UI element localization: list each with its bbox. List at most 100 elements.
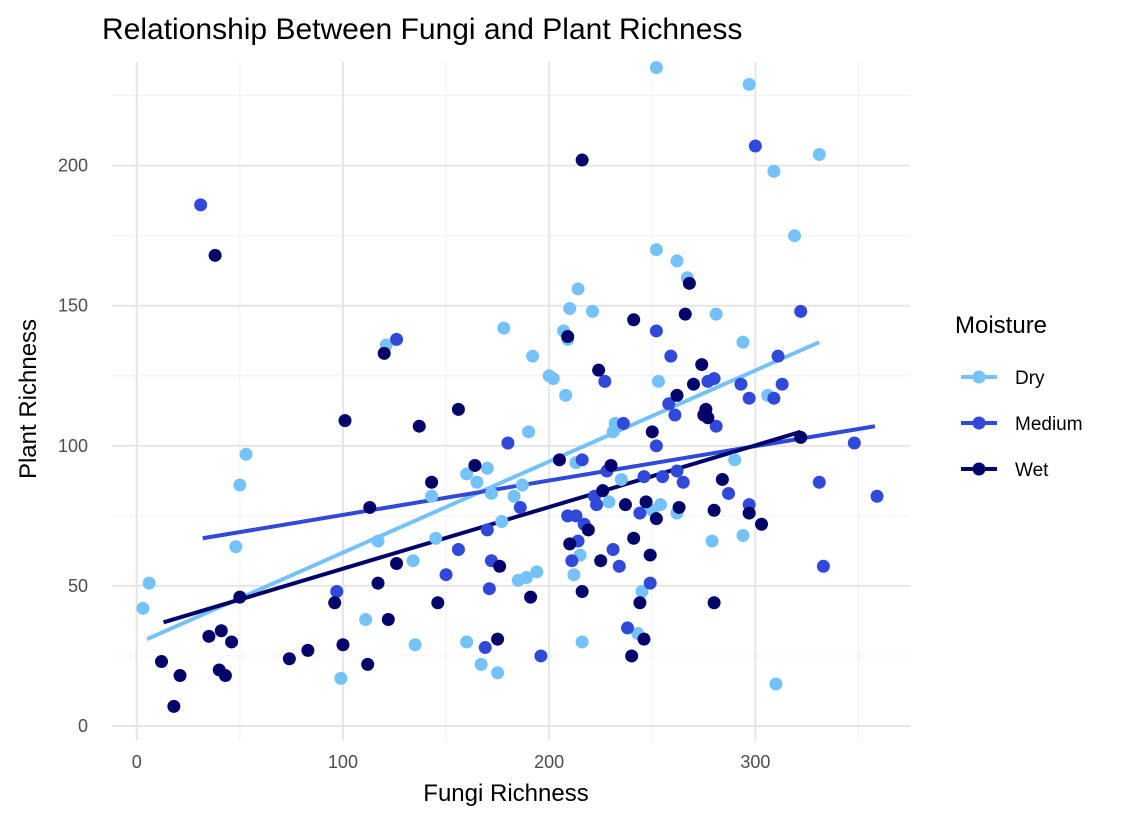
legend: Moisture Dry Medium Wet	[955, 312, 1083, 481]
data-point	[649, 243, 663, 257]
data-point	[338, 414, 352, 428]
legend-item-dry: Dry	[961, 368, 1045, 389]
data-point	[229, 540, 243, 554]
data-point	[707, 503, 721, 517]
data-point	[491, 666, 505, 680]
data-point	[563, 537, 577, 551]
data-point	[651, 374, 665, 388]
data-point	[649, 439, 663, 453]
y-tick-label: 100	[58, 436, 88, 456]
data-point	[594, 554, 608, 568]
data-point	[575, 635, 589, 649]
data-point	[425, 489, 439, 503]
data-point	[214, 624, 228, 638]
data-point	[142, 576, 156, 590]
data-point	[377, 346, 391, 360]
data-point	[425, 475, 439, 489]
data-point	[678, 307, 692, 321]
legend-label: Wet	[1015, 460, 1049, 481]
data-point	[429, 531, 443, 545]
legend-point-key	[972, 370, 986, 384]
data-points	[136, 61, 884, 713]
data-point	[788, 229, 802, 243]
data-point	[602, 495, 616, 509]
legend-item-wet: Wet	[961, 460, 1049, 481]
data-point	[705, 534, 719, 548]
data-point	[707, 372, 721, 386]
data-point	[812, 147, 826, 161]
data-point	[371, 576, 385, 590]
data-point	[173, 669, 187, 683]
data-point	[585, 304, 599, 318]
data-point	[621, 621, 635, 635]
data-point	[233, 478, 247, 492]
data-point	[451, 402, 465, 416]
data-point	[552, 453, 566, 467]
data-point	[484, 486, 498, 500]
data-point	[575, 585, 589, 599]
data-point	[474, 657, 488, 671]
data-point	[709, 419, 723, 433]
data-point	[225, 635, 239, 649]
data-point	[670, 254, 684, 268]
data-point	[569, 509, 583, 523]
data-point	[522, 425, 536, 439]
data-point	[847, 436, 861, 450]
data-point	[656, 470, 670, 484]
data-point	[202, 629, 216, 643]
data-point	[736, 335, 750, 349]
data-point	[218, 669, 232, 683]
data-point	[431, 596, 445, 610]
data-point	[664, 349, 678, 363]
data-point	[361, 657, 375, 671]
y-axis-title: Plant Richness	[15, 319, 42, 479]
data-point	[695, 358, 709, 372]
legend-label: Medium	[1015, 414, 1083, 435]
legend-label: Dry	[1015, 368, 1045, 389]
data-point	[816, 559, 830, 573]
data-point	[546, 372, 560, 386]
data-point	[643, 576, 657, 590]
data-point	[722, 486, 736, 500]
data-point	[672, 500, 686, 514]
series-wet-points	[154, 153, 808, 713]
data-point	[649, 512, 663, 526]
data-point	[748, 139, 762, 153]
data-point	[497, 321, 511, 335]
data-point	[336, 638, 350, 652]
chart-title: Relationship Between Fungi and Plant Ric…	[102, 13, 742, 46]
data-point	[612, 559, 626, 573]
data-point	[451, 542, 465, 556]
data-point	[491, 632, 505, 646]
data-point	[637, 632, 651, 646]
data-point	[282, 652, 296, 666]
data-point	[439, 568, 453, 582]
data-point	[870, 489, 884, 503]
data-point	[742, 506, 756, 520]
data-point	[590, 498, 604, 512]
data-point	[136, 601, 150, 615]
data-point	[559, 388, 573, 402]
data-point	[668, 408, 682, 422]
data-point	[645, 425, 659, 439]
data-point	[167, 699, 181, 713]
x-axis-title: Fungi Richness	[423, 780, 588, 807]
data-point	[709, 307, 723, 321]
x-tick-label: 300	[740, 752, 770, 772]
data-point	[480, 461, 494, 475]
data-point	[670, 464, 684, 478]
data-point	[639, 495, 653, 509]
data-point	[381, 613, 395, 627]
y-tick-label: 0	[78, 716, 88, 736]
data-point	[460, 635, 474, 649]
data-point	[534, 649, 548, 663]
data-point	[633, 596, 647, 610]
data-point	[581, 523, 595, 537]
data-point	[662, 397, 676, 411]
data-point	[614, 472, 628, 486]
data-point	[408, 638, 422, 652]
series-dry-points	[136, 61, 826, 691]
data-point	[233, 590, 247, 604]
data-point	[519, 571, 533, 585]
series-medium-points	[194, 139, 884, 663]
